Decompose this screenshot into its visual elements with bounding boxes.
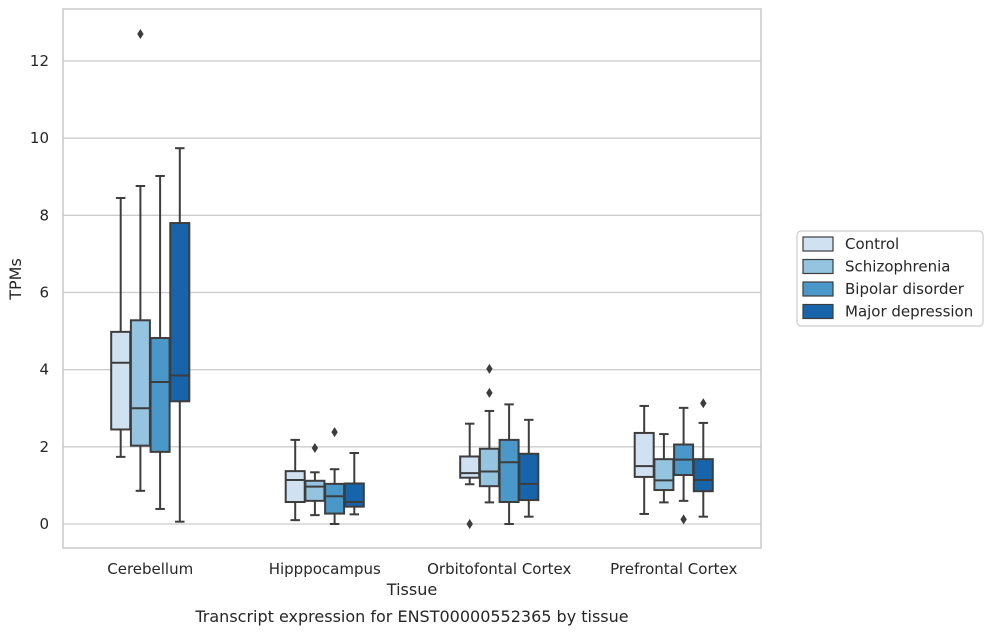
box-iqr bbox=[459, 455, 481, 479]
legend-frame bbox=[796, 230, 984, 327]
outlier-point bbox=[331, 427, 338, 438]
y-tick-label: 0 bbox=[39, 515, 49, 533]
x-tick-label: Prefrontal Cortex bbox=[610, 560, 737, 578]
x-axis-title: Tissue bbox=[386, 580, 437, 599]
box-iqr bbox=[478, 447, 500, 488]
y-tick-label: 2 bbox=[39, 438, 49, 456]
box-1-3 bbox=[343, 452, 365, 516]
y-tick-label: 12 bbox=[30, 52, 49, 70]
legend-swatch bbox=[802, 303, 834, 320]
y-tick-label: 6 bbox=[39, 284, 49, 302]
box-3-2 bbox=[673, 406, 695, 525]
box-0-3 bbox=[169, 147, 191, 523]
box-iqr bbox=[653, 458, 675, 492]
box-iqr bbox=[304, 479, 326, 502]
outlier-point bbox=[486, 363, 493, 374]
box-1-1 bbox=[304, 442, 326, 517]
box-iqr bbox=[518, 452, 540, 502]
y-tick-label: 10 bbox=[30, 129, 49, 147]
box-3-0 bbox=[633, 404, 655, 515]
box-iqr bbox=[692, 458, 714, 493]
box-2-1 bbox=[478, 363, 500, 504]
box-0-2 bbox=[149, 174, 171, 510]
box-iqr bbox=[169, 222, 191, 403]
outlier-point bbox=[700, 398, 707, 409]
box-iqr bbox=[633, 431, 655, 478]
box-2-0 bbox=[459, 422, 481, 529]
box-iqr bbox=[129, 319, 151, 447]
box-3-3 bbox=[692, 398, 714, 518]
y-axis-title: TPMs bbox=[6, 258, 25, 301]
box-3-1 bbox=[653, 433, 675, 504]
x-tick-label: Cerebellum bbox=[107, 560, 193, 578]
chart-caption: Transcript expression for ENST0000055236… bbox=[194, 607, 628, 626]
box-iqr bbox=[343, 482, 365, 508]
outlier-point bbox=[680, 514, 687, 525]
box-0-0 bbox=[110, 196, 132, 458]
outlier-point bbox=[311, 442, 319, 453]
box-0-1 bbox=[129, 28, 151, 492]
legend-label: Schizophrenia bbox=[845, 258, 950, 276]
box-1-2 bbox=[324, 427, 346, 525]
outlier-point bbox=[466, 519, 473, 529]
box-iqr bbox=[324, 482, 346, 515]
y-tick-label: 4 bbox=[39, 361, 49, 379]
x-tick-labels: Cerebellum Hipppocampus Orbitofontal Corte… bbox=[107, 560, 737, 578]
box-iqr bbox=[149, 337, 171, 453]
legend-swatch bbox=[802, 281, 834, 297]
outlier-point bbox=[486, 387, 493, 398]
box-iqr bbox=[498, 438, 520, 504]
box-2-2 bbox=[498, 403, 520, 525]
legend-label: Major depression bbox=[845, 303, 973, 321]
y-tick-label: 8 bbox=[39, 206, 49, 224]
x-tick-label: Orbitofontal Cortex bbox=[427, 560, 571, 578]
box-groups bbox=[110, 28, 714, 529]
outlier-point bbox=[137, 28, 144, 39]
y-tick-labels: 0 2 4 6 8 10 12 bbox=[30, 52, 49, 533]
box-2-3 bbox=[518, 418, 540, 518]
gridlines bbox=[63, 60, 761, 525]
box-1-0 bbox=[284, 438, 306, 522]
box-iqr bbox=[284, 470, 306, 504]
legend: Control Schizophrenia Bipolar disorder Majo… bbox=[796, 230, 984, 327]
box-iqr bbox=[110, 330, 132, 431]
x-tick-label: Hipppocampus bbox=[269, 560, 381, 578]
legend-swatch bbox=[802, 236, 834, 252]
legend-label: Bipolar disorder bbox=[845, 280, 965, 298]
plot-frame bbox=[62, 8, 762, 549]
legend-swatch bbox=[802, 258, 834, 275]
legend-label: Control bbox=[845, 235, 899, 253]
